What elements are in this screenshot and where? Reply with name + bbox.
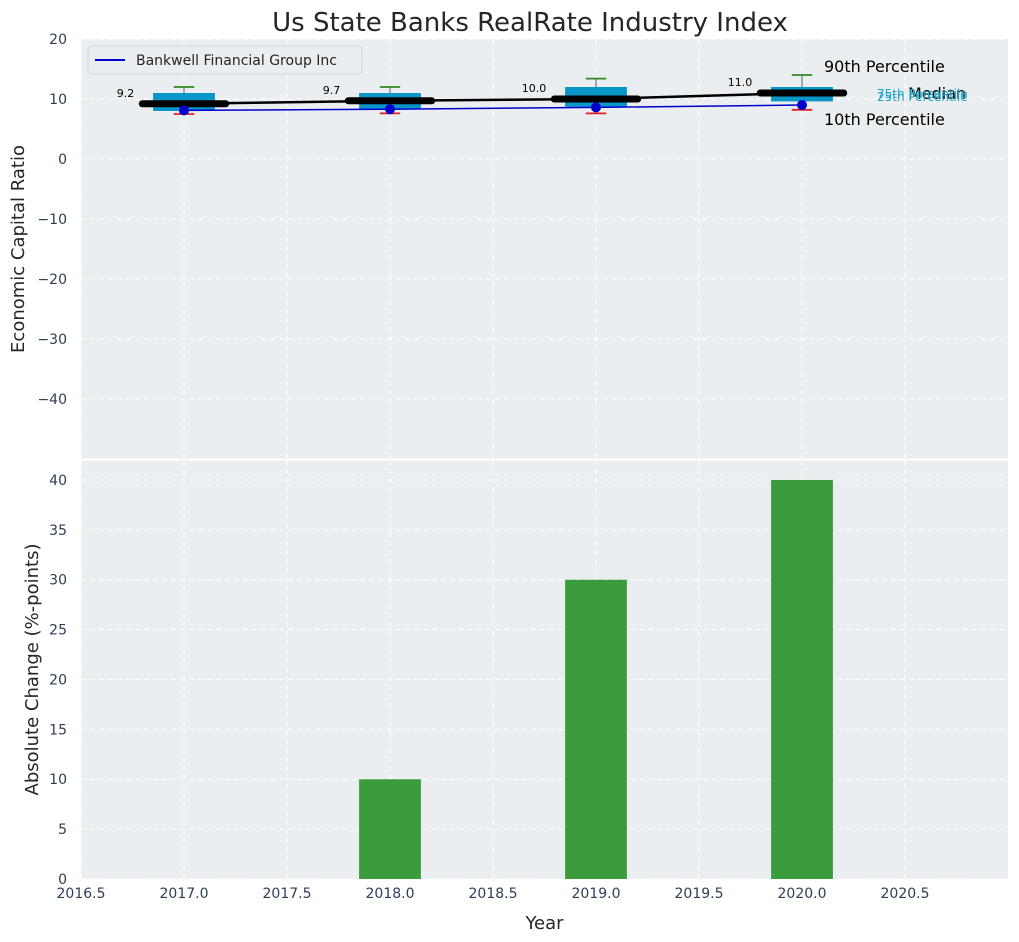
x-tick-label: 2018.0 xyxy=(366,886,415,902)
bottom-y-tick-label: 35 xyxy=(49,523,67,539)
median-value-label: 11.0 xyxy=(728,76,753,89)
median-value-label: 9.7 xyxy=(323,84,341,97)
top-y-tick-label: −30 xyxy=(37,332,67,348)
company-series-point xyxy=(591,102,601,113)
bottom-y-tick-label: 25 xyxy=(49,623,67,639)
bottom-y-tick-label: 40 xyxy=(49,473,67,489)
top-y-tick-label: −10 xyxy=(37,212,67,228)
x-tick-label: 2020.5 xyxy=(881,886,930,902)
p10-annotation: 10th Percentile xyxy=(824,110,945,129)
company-series-point xyxy=(385,104,395,115)
median-trend-line xyxy=(183,91,803,106)
bottom-y-tick-label: 15 xyxy=(49,722,67,738)
median-annotation: Median xyxy=(908,84,966,103)
p90-annotation: 90th Percentile xyxy=(824,57,945,76)
top-y-tick-label: 20 xyxy=(49,32,67,48)
x-tick-label: 2017.0 xyxy=(160,886,209,902)
company-series-line xyxy=(183,104,803,112)
q1-annotation: 25th Percentile xyxy=(877,90,968,104)
top-y-tick-label: 10 xyxy=(49,92,67,108)
legend-label: Bankwell Financial Group Inc xyxy=(136,53,337,69)
x-axis-title: Year xyxy=(524,913,564,934)
x-tick-label: 2020.0 xyxy=(778,886,827,902)
x-tick-label: 2019.0 xyxy=(572,886,621,902)
x-tick-label: 2017.5 xyxy=(263,886,312,902)
top-y-tick-label: −20 xyxy=(37,272,67,288)
company-series-point xyxy=(179,105,189,116)
top-y-tick-label: −40 xyxy=(37,392,67,408)
change-bar xyxy=(359,779,421,879)
top-y-tick-label: 0 xyxy=(58,152,67,168)
bottom-y-tick-label: 20 xyxy=(49,672,67,688)
legend-box xyxy=(87,45,363,75)
x-tick-label: 2018.5 xyxy=(469,886,518,902)
change-bar xyxy=(565,579,627,879)
chart-title: Us State Banks RealRate Industry Index xyxy=(272,8,788,38)
top-y-axis-title: Economic Capital Ratio xyxy=(8,145,29,353)
q3-annotation: 75th Percentile xyxy=(877,87,968,101)
bottom-y-tick-label: 30 xyxy=(49,573,67,589)
bottom-y-tick-label: 10 xyxy=(49,772,67,788)
x-tick-label: 2019.5 xyxy=(675,886,724,902)
x-tick-label: 2016.5 xyxy=(57,886,106,902)
legend: Bankwell Financial Group Inc xyxy=(87,45,363,75)
bottom-y-tick-label: 5 xyxy=(58,822,67,838)
change-bar xyxy=(771,479,833,879)
bottom-y-tick-label: 0 xyxy=(58,872,67,888)
median-value-label: 10.0 xyxy=(522,82,547,95)
bottom-panel-background xyxy=(81,460,1008,879)
top-panel-background xyxy=(81,39,1008,459)
median-value-label: 9.2 xyxy=(117,87,135,100)
bottom-y-axis-title: Absolute Change (%-points) xyxy=(22,544,43,796)
company-series-point xyxy=(797,100,807,110)
